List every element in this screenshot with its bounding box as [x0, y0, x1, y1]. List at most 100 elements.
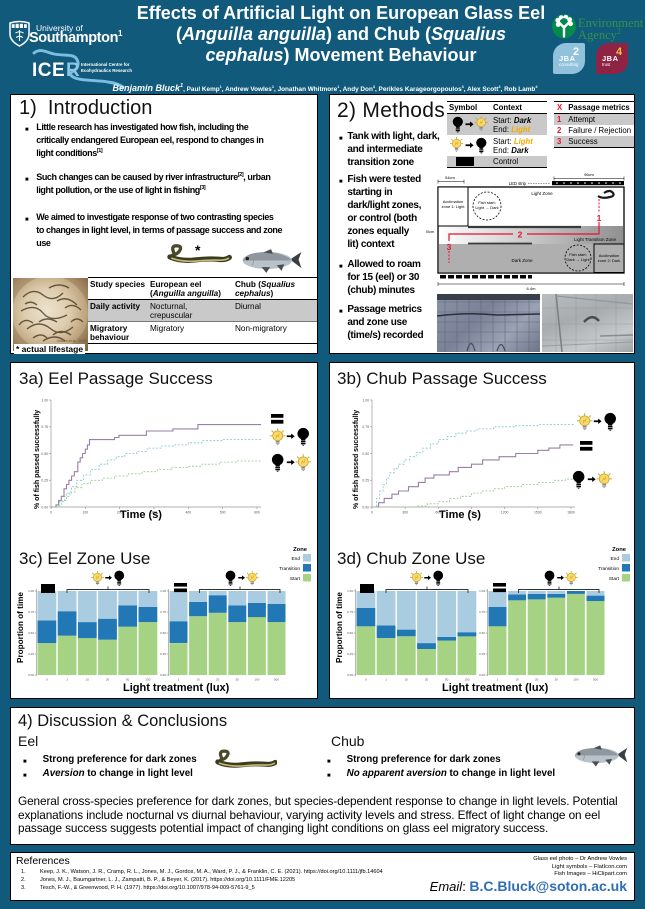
svg-text:300: 300	[402, 511, 408, 515]
svg-text:0: 0	[365, 678, 367, 682]
svg-text:2: 2	[518, 230, 523, 240]
svg-text:200: 200	[117, 511, 123, 515]
svg-text:Transition: Transition	[279, 566, 300, 572]
svg-text:0.50: 0.50	[41, 452, 48, 456]
svg-text:Fish start;: Fish start;	[478, 200, 496, 205]
svg-text:Dark Zone: Dark Zone	[511, 258, 533, 263]
svg-text:1.00: 1.00	[28, 589, 34, 593]
svg-text:0.75: 0.75	[41, 425, 48, 429]
svg-text:20: 20	[425, 678, 429, 682]
svg-text:Dark → Light: Dark → Light	[566, 257, 590, 262]
svg-text:100: 100	[254, 678, 259, 682]
svg-text:0.25: 0.25	[41, 479, 48, 483]
svg-text:1: 1	[66, 678, 68, 682]
svg-text:1.00: 1.00	[41, 398, 48, 402]
svg-text:R: R	[66, 60, 80, 81]
svg-text:0.00: 0.00	[28, 673, 34, 677]
svg-text:Proportion of time: Proportion of time	[335, 592, 344, 663]
svg-text:1: 1	[385, 678, 387, 682]
svg-text:End: End	[610, 556, 619, 562]
svg-text:0.50: 0.50	[479, 631, 485, 635]
svg-text:6.4m: 6.4m	[527, 286, 537, 291]
svg-text:500: 500	[220, 511, 226, 515]
svg-text:Acclimation: Acclimation	[599, 253, 619, 258]
svg-text:2: 2	[617, 27, 621, 36]
svg-text:100: 100	[82, 511, 88, 515]
svg-text:% of fish passed successfully: % of fish passed successfully	[34, 410, 41, 509]
svg-text:1.00: 1.00	[479, 589, 485, 593]
svg-text:0.00: 0.00	[479, 673, 485, 677]
svg-text:Zone: Zone	[612, 547, 627, 553]
svg-text:0.25: 0.25	[479, 652, 485, 656]
svg-text:3: 3	[447, 242, 452, 252]
svg-text:0.25: 0.25	[362, 479, 369, 483]
svg-text:600: 600	[254, 511, 260, 515]
svg-text:0.75: 0.75	[479, 610, 485, 614]
svg-text:54cm: 54cm	[445, 175, 455, 180]
svg-text:ICE: ICE	[32, 60, 65, 81]
svg-text:20: 20	[216, 678, 220, 682]
svg-text:1.00: 1.00	[362, 398, 369, 402]
svg-text:1.00: 1.00	[347, 589, 353, 593]
svg-text:% of fish passed successfully: % of fish passed successfully	[353, 410, 360, 509]
svg-text:0.50: 0.50	[362, 452, 369, 456]
svg-text:1: 1	[178, 678, 180, 682]
svg-text:Environment: Environment	[578, 16, 644, 30]
svg-text:0.00: 0.00	[347, 673, 353, 677]
svg-text:900: 900	[469, 511, 475, 515]
svg-text:0.50: 0.50	[160, 631, 166, 635]
svg-text:50: 50	[126, 678, 130, 682]
svg-text:50: 50	[236, 678, 240, 682]
svg-text:zone 1: Light: zone 1: Light	[442, 204, 466, 209]
svg-text:Transition: Transition	[598, 566, 619, 572]
svg-text:International Centre for: International Centre for	[81, 62, 130, 67]
svg-text:10: 10	[86, 678, 90, 682]
svg-text:50: 50	[445, 678, 449, 682]
svg-text:100: 100	[464, 678, 469, 682]
svg-text:300: 300	[151, 511, 157, 515]
svg-text:500: 500	[274, 678, 279, 682]
svg-text:10: 10	[405, 678, 409, 682]
svg-text:100: 100	[145, 678, 150, 682]
svg-text:0.00: 0.00	[362, 505, 369, 509]
svg-text:0.75: 0.75	[362, 425, 369, 429]
svg-text:Light Zone: Light Zone	[531, 191, 553, 196]
svg-text:1500: 1500	[534, 511, 542, 515]
svg-text:0: 0	[46, 678, 48, 682]
svg-text:Acclimation: Acclimation	[443, 199, 463, 204]
svg-text:Light Transition Zone: Light Transition Zone	[574, 237, 617, 242]
svg-text:500: 500	[593, 678, 598, 682]
svg-text:Ecohydraulics Research: Ecohydraulics Research	[81, 68, 132, 73]
svg-text:LED strip: LED strip	[509, 181, 527, 186]
svg-text:90cm: 90cm	[426, 230, 434, 234]
svg-text:10: 10	[196, 678, 200, 682]
svg-text:1: 1	[597, 213, 602, 223]
svg-text:End: End	[291, 556, 300, 562]
svg-text:0.25: 0.25	[160, 652, 166, 656]
svg-text:0.00: 0.00	[41, 505, 48, 509]
svg-text:0.75: 0.75	[347, 610, 353, 614]
svg-text:Start: Start	[290, 576, 301, 582]
svg-text:Agency: Agency	[578, 28, 618, 42]
svg-text:0.25: 0.25	[347, 652, 353, 656]
svg-text:0.25: 0.25	[28, 652, 34, 656]
svg-text:1: 1	[497, 678, 499, 682]
svg-text:0.50: 0.50	[347, 631, 353, 635]
svg-text:0.50: 0.50	[28, 631, 34, 635]
svg-text:Start: Start	[609, 576, 620, 582]
svg-text:Zone: Zone	[293, 547, 308, 553]
svg-text:Light → Dark: Light → Dark	[475, 205, 498, 210]
svg-text:0.00: 0.00	[160, 673, 166, 677]
svg-text:1800: 1800	[567, 511, 575, 515]
svg-text:zone 2: Dark: zone 2: Dark	[598, 258, 621, 263]
svg-text:0.75: 0.75	[160, 610, 166, 614]
svg-text:10: 10	[515, 678, 519, 682]
svg-text:0: 0	[371, 511, 373, 515]
svg-text:Proportion of time: Proportion of time	[16, 592, 25, 663]
svg-text:0: 0	[50, 511, 52, 515]
svg-text:96cm: 96cm	[584, 172, 594, 177]
svg-text:Fish start;: Fish start;	[569, 252, 587, 257]
svg-text:50: 50	[555, 678, 559, 682]
svg-text:20: 20	[106, 678, 110, 682]
svg-text:400: 400	[185, 511, 191, 515]
